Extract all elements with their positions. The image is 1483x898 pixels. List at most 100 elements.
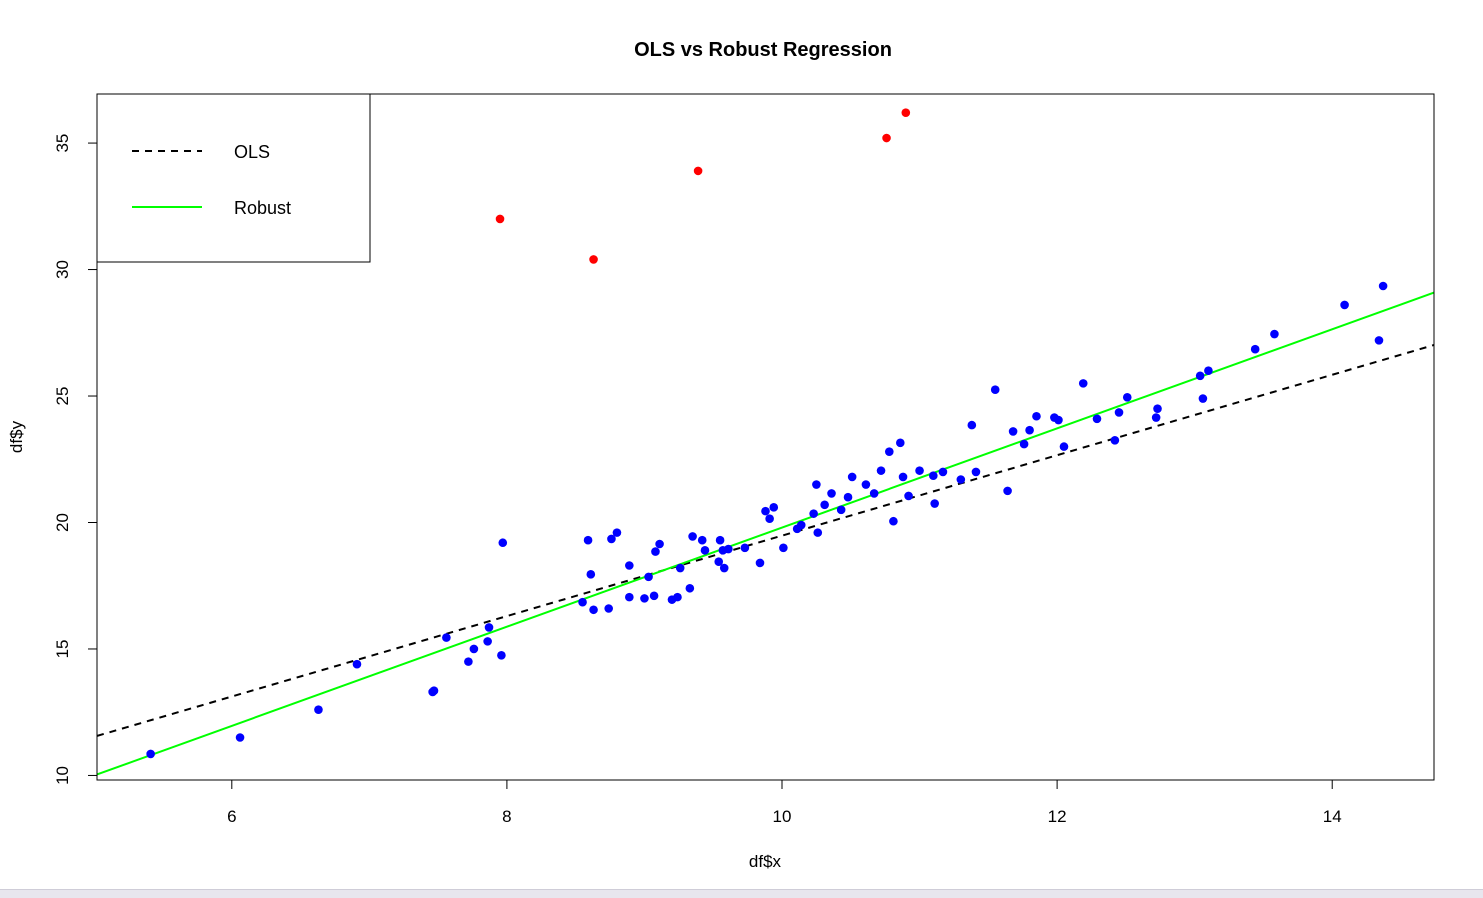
data-point [847,472,857,482]
data-point [971,467,981,477]
data-point [314,705,323,714]
data-point [796,520,806,530]
data-point [876,466,886,475]
x-tick-label: 14 [1323,807,1342,826]
data-point [1270,329,1279,339]
data-point [607,534,616,544]
data-point [812,480,821,489]
data-point [861,480,871,489]
data-point [904,491,913,501]
data-point [675,563,685,573]
outlier-point [882,133,891,143]
data-point [429,686,439,696]
x-tick-label: 8 [502,807,511,826]
data-point [1151,413,1161,422]
data-point [1195,371,1205,381]
legend-box [96,93,371,263]
data-point [724,544,733,554]
data-point [740,543,750,553]
outlier-point [495,214,505,224]
plot-area [97,108,1434,776]
data-point [769,503,779,512]
data-point [714,557,724,567]
x-axis: 6 8 10 12 14 [227,780,1342,826]
data-point [956,475,966,484]
data-point [809,509,818,518]
y-tick-label: 25 [53,387,72,406]
data-point [990,385,1000,394]
data-point [1378,281,1388,291]
data-point [442,633,451,642]
data-point [235,733,245,742]
legend: OLS Robust [96,93,371,263]
data-point [697,535,707,545]
outlier-point [589,255,598,264]
data-point [612,528,622,537]
data-point [146,749,155,759]
data-point [498,538,508,548]
y-axis-label: df$y [7,420,26,453]
data-point [827,489,836,498]
data-point [625,561,634,570]
window-bottom-edge [0,889,1483,898]
data-point [1198,394,1208,403]
data-point [644,572,653,582]
data-point [813,528,823,537]
data-point [688,532,697,541]
data-point [589,605,598,615]
chart-title: OLS vs Robust Regression [634,39,892,61]
y-tick-label: 15 [53,640,72,659]
data-point [1114,408,1124,417]
data-point [755,558,765,568]
data-point [843,492,853,502]
data-point [578,597,587,607]
data-point [1078,379,1088,388]
y-axis: 10 15 20 25 30 35 [53,134,97,785]
data-point [1250,344,1260,354]
data-point [1003,486,1012,496]
x-tick-label: 6 [227,807,236,826]
data-point [673,592,682,602]
data-point [685,583,695,593]
data-point [700,546,710,555]
data-point [836,505,846,515]
data-point [1340,300,1349,310]
outlier-point [693,166,703,176]
robust-regression-line [97,291,1434,776]
ols-regression-line [97,344,1434,737]
data-point [469,644,479,654]
data-point [820,500,829,510]
data-point [898,472,908,482]
data-point [779,543,788,553]
data-point [640,594,649,603]
data-point [715,535,725,545]
data-point [1008,427,1018,436]
data-point [1204,366,1213,376]
data-point [583,535,593,545]
y-tick-label: 10 [53,766,72,785]
data-point [1110,435,1120,445]
data-point [967,420,977,430]
data-point [869,489,879,498]
plot-frame [96,93,1435,781]
data-point [719,563,729,573]
y-tick-label: 20 [53,513,72,532]
legend-ols-label: OLS [234,142,270,162]
data-point [352,659,362,669]
data-point [586,570,596,579]
y-tick-label: 30 [53,260,72,279]
data-point [497,650,506,660]
data-point [484,623,494,632]
legend-robust-label: Robust [234,198,291,218]
data-point [761,506,770,516]
x-tick-label: 12 [1048,807,1067,826]
x-tick-label: 10 [773,807,792,826]
data-point [938,467,948,477]
data-point [1153,404,1162,413]
data-point [884,447,894,456]
outlier-point [901,108,911,118]
x-axis-label: df$x [749,852,782,871]
data-point [1374,336,1384,345]
data-point [649,591,659,601]
data-point [483,637,492,646]
